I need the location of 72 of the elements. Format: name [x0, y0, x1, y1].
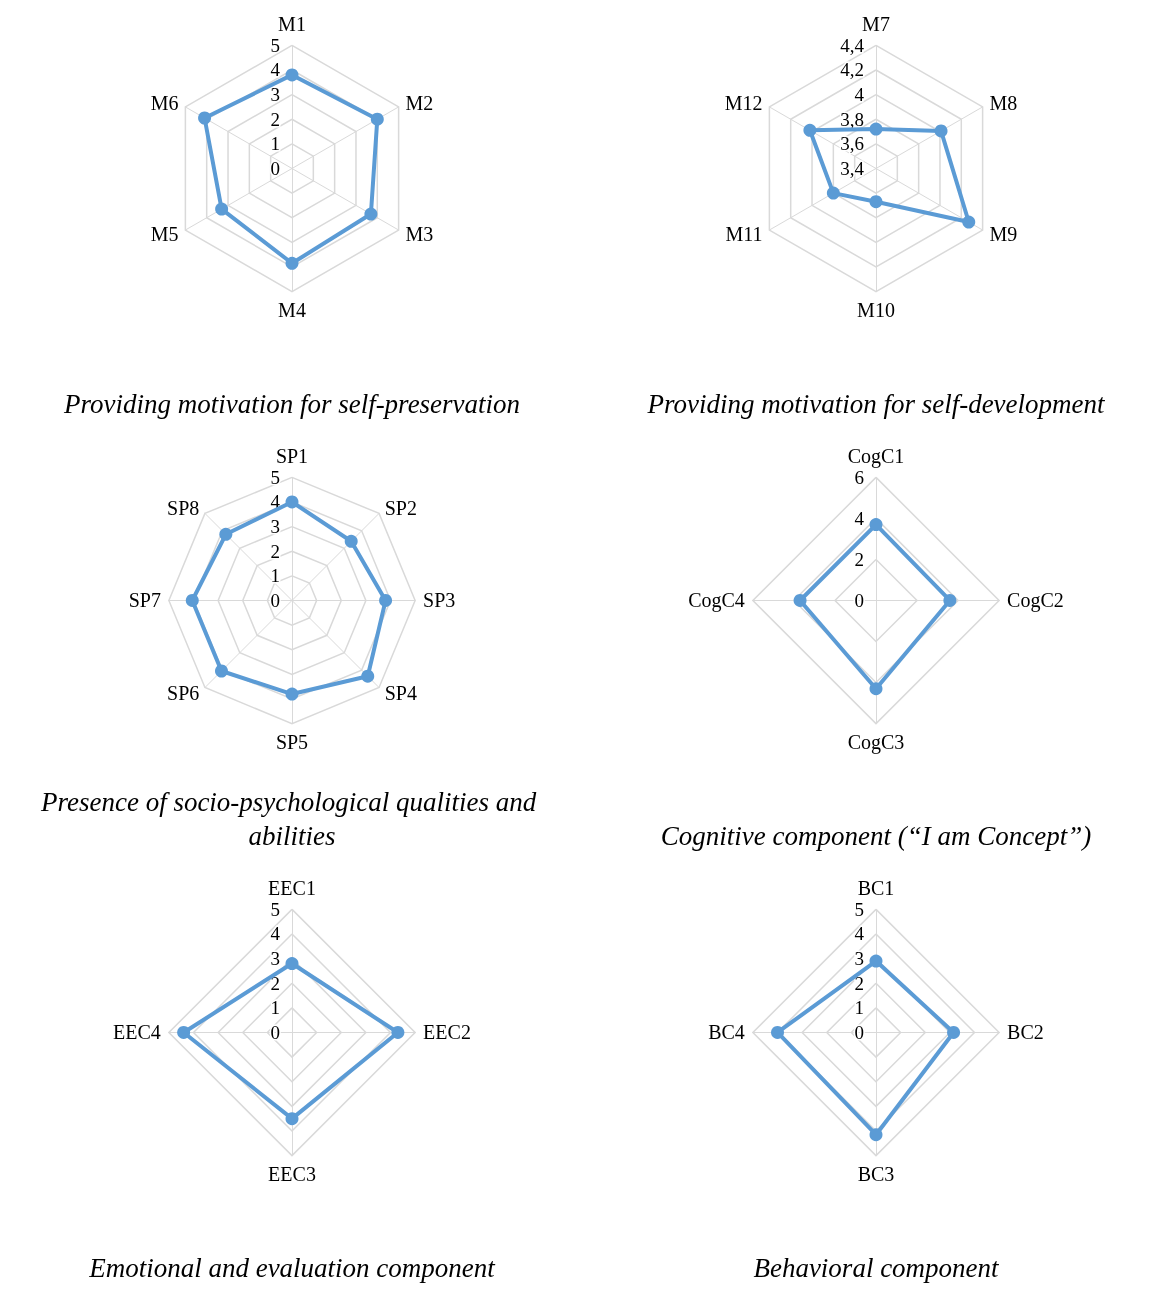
spoke-label: EEC4	[113, 1021, 161, 1044]
y-tick-label: 5	[270, 466, 280, 488]
y-tick-label: 2	[270, 108, 280, 130]
spoke-label: M1	[278, 13, 306, 36]
y-tick-label: 2	[854, 972, 864, 994]
y-tick-label: 4	[270, 923, 281, 945]
y-tick-label: 3	[270, 84, 280, 106]
spoke-label: BC3	[857, 1162, 895, 1185]
y-tick-label: 5	[270, 898, 280, 920]
spoke-label: CogC1	[847, 445, 905, 469]
text: Cognitive component (“I am Concept”)	[660, 821, 1092, 851]
spoke-label: EEC2	[423, 1021, 471, 1044]
y-tick-label: 1	[270, 133, 280, 155]
y-tick-label: 5	[270, 34, 280, 56]
y-tick-label: 3,8	[840, 108, 864, 130]
y-tick-label: 0	[854, 589, 864, 611]
text: Providing motivation for self-development	[646, 389, 1107, 419]
spoke-label: SP6	[167, 682, 200, 705]
y-tick-label: 6	[854, 466, 864, 488]
spoke-label: SP1	[275, 445, 309, 468]
spoke-label: M6	[150, 91, 179, 114]
y-tick-label: 0	[854, 1021, 864, 1043]
spoke-label: CogC2	[1007, 589, 1064, 613]
spoke-label: SP3	[423, 589, 456, 612]
spoke-label: SP7	[128, 589, 161, 612]
y-tick-label: 3,4	[840, 157, 865, 179]
y-tick-label: 0	[270, 157, 280, 179]
spoke-label: SP5	[275, 730, 309, 753]
y-tick-label: 4	[270, 491, 281, 513]
spoke-label: M10	[857, 298, 895, 321]
spoke-label: M7	[862, 13, 890, 36]
y-tick-label: 3	[854, 948, 864, 970]
y-tick-label: 1	[270, 997, 280, 1019]
y-tick-label: 1	[270, 565, 280, 587]
text: Emotional and evaluation component	[88, 1253, 497, 1283]
spoke-label: BC2	[1007, 1021, 1044, 1044]
y-tick-label: 2	[270, 972, 280, 994]
y-tick-label: 4,4	[840, 34, 865, 56]
spoke-label: BC1	[857, 877, 895, 900]
spoke-label: SP8	[167, 496, 200, 519]
spoke-label: M11	[725, 223, 763, 246]
spoke-label: EEC3	[268, 1162, 316, 1185]
spoke-label: CogC4	[688, 589, 745, 613]
spoke-label: M9	[989, 223, 1018, 246]
y-tick-label: 4	[854, 923, 865, 945]
spoke-label: M5	[150, 223, 179, 246]
spoke-label: M4	[278, 298, 306, 321]
spoke-label: CogC3	[847, 730, 905, 754]
y-tick-label: 4	[854, 84, 865, 106]
y-tick-label: 1	[854, 997, 864, 1019]
y-tick-label: 4,2	[840, 59, 864, 81]
y-tick-label: 2	[270, 540, 280, 562]
spoke-label: EEC1	[268, 877, 316, 900]
y-tick-label: 5	[854, 898, 864, 920]
text: Presence of socio-psychological qualities and abilities	[39, 787, 544, 851]
y-tick-label: 3	[270, 516, 280, 538]
spoke-label: M12	[724, 91, 763, 114]
spoke-label: SP4	[384, 682, 417, 705]
text: Providing motivation for self-preservation	[62, 389, 521, 419]
spoke-label: M8	[989, 91, 1018, 114]
y-tick-label: 4	[854, 507, 865, 529]
y-tick-label: 4	[270, 59, 281, 81]
y-tick-label: 3,6	[840, 133, 864, 155]
spoke-label: M3	[405, 223, 434, 246]
text: Behavioral component	[753, 1253, 1001, 1283]
spoke-label: BC4	[708, 1021, 745, 1044]
y-tick-label: 3	[270, 948, 280, 970]
y-tick-label: 0	[270, 589, 280, 611]
y-tick-label: 0	[270, 1021, 280, 1043]
y-tick-label: 2	[854, 548, 864, 570]
spoke-label: M2	[405, 91, 434, 114]
spoke-label: SP2	[384, 496, 417, 519]
